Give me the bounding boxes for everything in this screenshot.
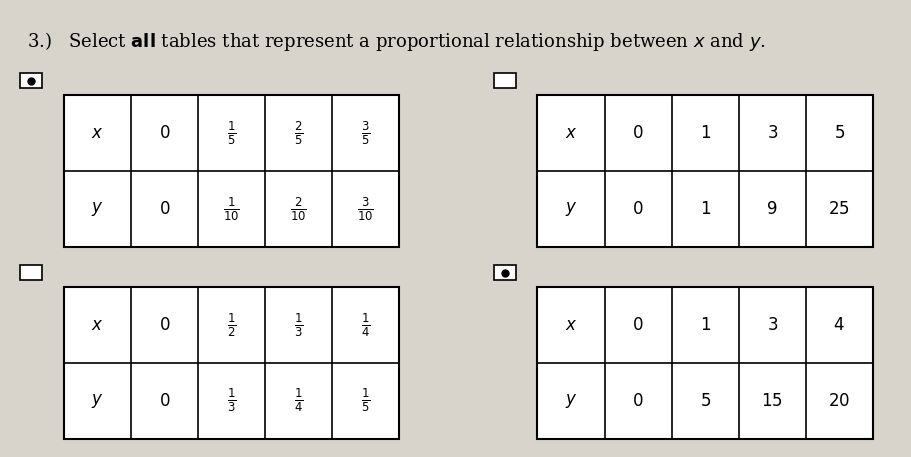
Text: $0$: $0$	[632, 392, 644, 410]
Text: $0$: $0$	[632, 200, 644, 218]
Text: $\frac{1}{4}$: $\frac{1}{4}$	[361, 311, 370, 339]
Text: $\it{x}$: $\it{x}$	[565, 124, 578, 142]
Text: $\it{x}$: $\it{x}$	[91, 124, 104, 142]
Text: $0$: $0$	[159, 316, 170, 334]
Text: $\frac{1}{5}$: $\frac{1}{5}$	[227, 119, 236, 147]
Bar	[494, 266, 516, 280]
Text: $\frac{2}{10}$: $\frac{2}{10}$	[290, 195, 307, 223]
Text: $\frac{2}{5}$: $\frac{2}{5}$	[293, 119, 303, 147]
Text: 3.)   Select $\bf{all}$ tables that represent a proportional relationship betwee: 3.) Select $\bf{all}$ tables that repres…	[27, 30, 766, 53]
Text: $9$: $9$	[766, 200, 778, 218]
Text: $0$: $0$	[632, 316, 644, 334]
Text: $\frac{1}{3}$: $\frac{1}{3}$	[293, 311, 303, 339]
Text: $\it{y}$: $\it{y}$	[91, 392, 104, 410]
Text: $20$: $20$	[828, 392, 850, 410]
Text: $1$: $1$	[700, 200, 711, 218]
Text: $5$: $5$	[834, 124, 844, 142]
Text: $5$: $5$	[700, 392, 711, 410]
Text: $\frac{1}{5}$: $\frac{1}{5}$	[361, 387, 370, 414]
Bar	[20, 74, 42, 88]
Text: $3$: $3$	[766, 124, 778, 142]
Text: $\it{y}$: $\it{y}$	[565, 392, 578, 410]
Bar	[494, 74, 516, 88]
Text: $0$: $0$	[159, 124, 170, 142]
Text: $\frac{3}{10}$: $\frac{3}{10}$	[357, 195, 374, 223]
Bar	[64, 95, 399, 247]
Text: $\it{x}$: $\it{x}$	[91, 316, 104, 334]
Text: $\frac{1}{3}$: $\frac{1}{3}$	[227, 387, 236, 414]
Text: $\frac{3}{5}$: $\frac{3}{5}$	[361, 119, 370, 147]
Bar	[537, 95, 873, 247]
Text: $\it{x}$: $\it{x}$	[565, 316, 578, 334]
Bar	[20, 266, 42, 280]
Text: $\it{y}$: $\it{y}$	[91, 200, 104, 218]
Text: $15$: $15$	[762, 392, 783, 410]
Text: $\frac{1}{10}$: $\frac{1}{10}$	[223, 195, 240, 223]
Bar	[64, 287, 399, 439]
Text: $0$: $0$	[632, 124, 644, 142]
Text: $25$: $25$	[828, 200, 850, 218]
Text: $0$: $0$	[159, 200, 170, 218]
Text: $\frac{1}{2}$: $\frac{1}{2}$	[227, 311, 236, 339]
Text: $\frac{1}{4}$: $\frac{1}{4}$	[293, 387, 303, 414]
Text: $0$: $0$	[159, 392, 170, 410]
Bar	[537, 287, 873, 439]
Text: $1$: $1$	[700, 316, 711, 334]
Text: $\it{y}$: $\it{y}$	[565, 200, 578, 218]
Text: $1$: $1$	[700, 124, 711, 142]
Text: $3$: $3$	[766, 316, 778, 334]
Text: $4$: $4$	[834, 316, 845, 334]
